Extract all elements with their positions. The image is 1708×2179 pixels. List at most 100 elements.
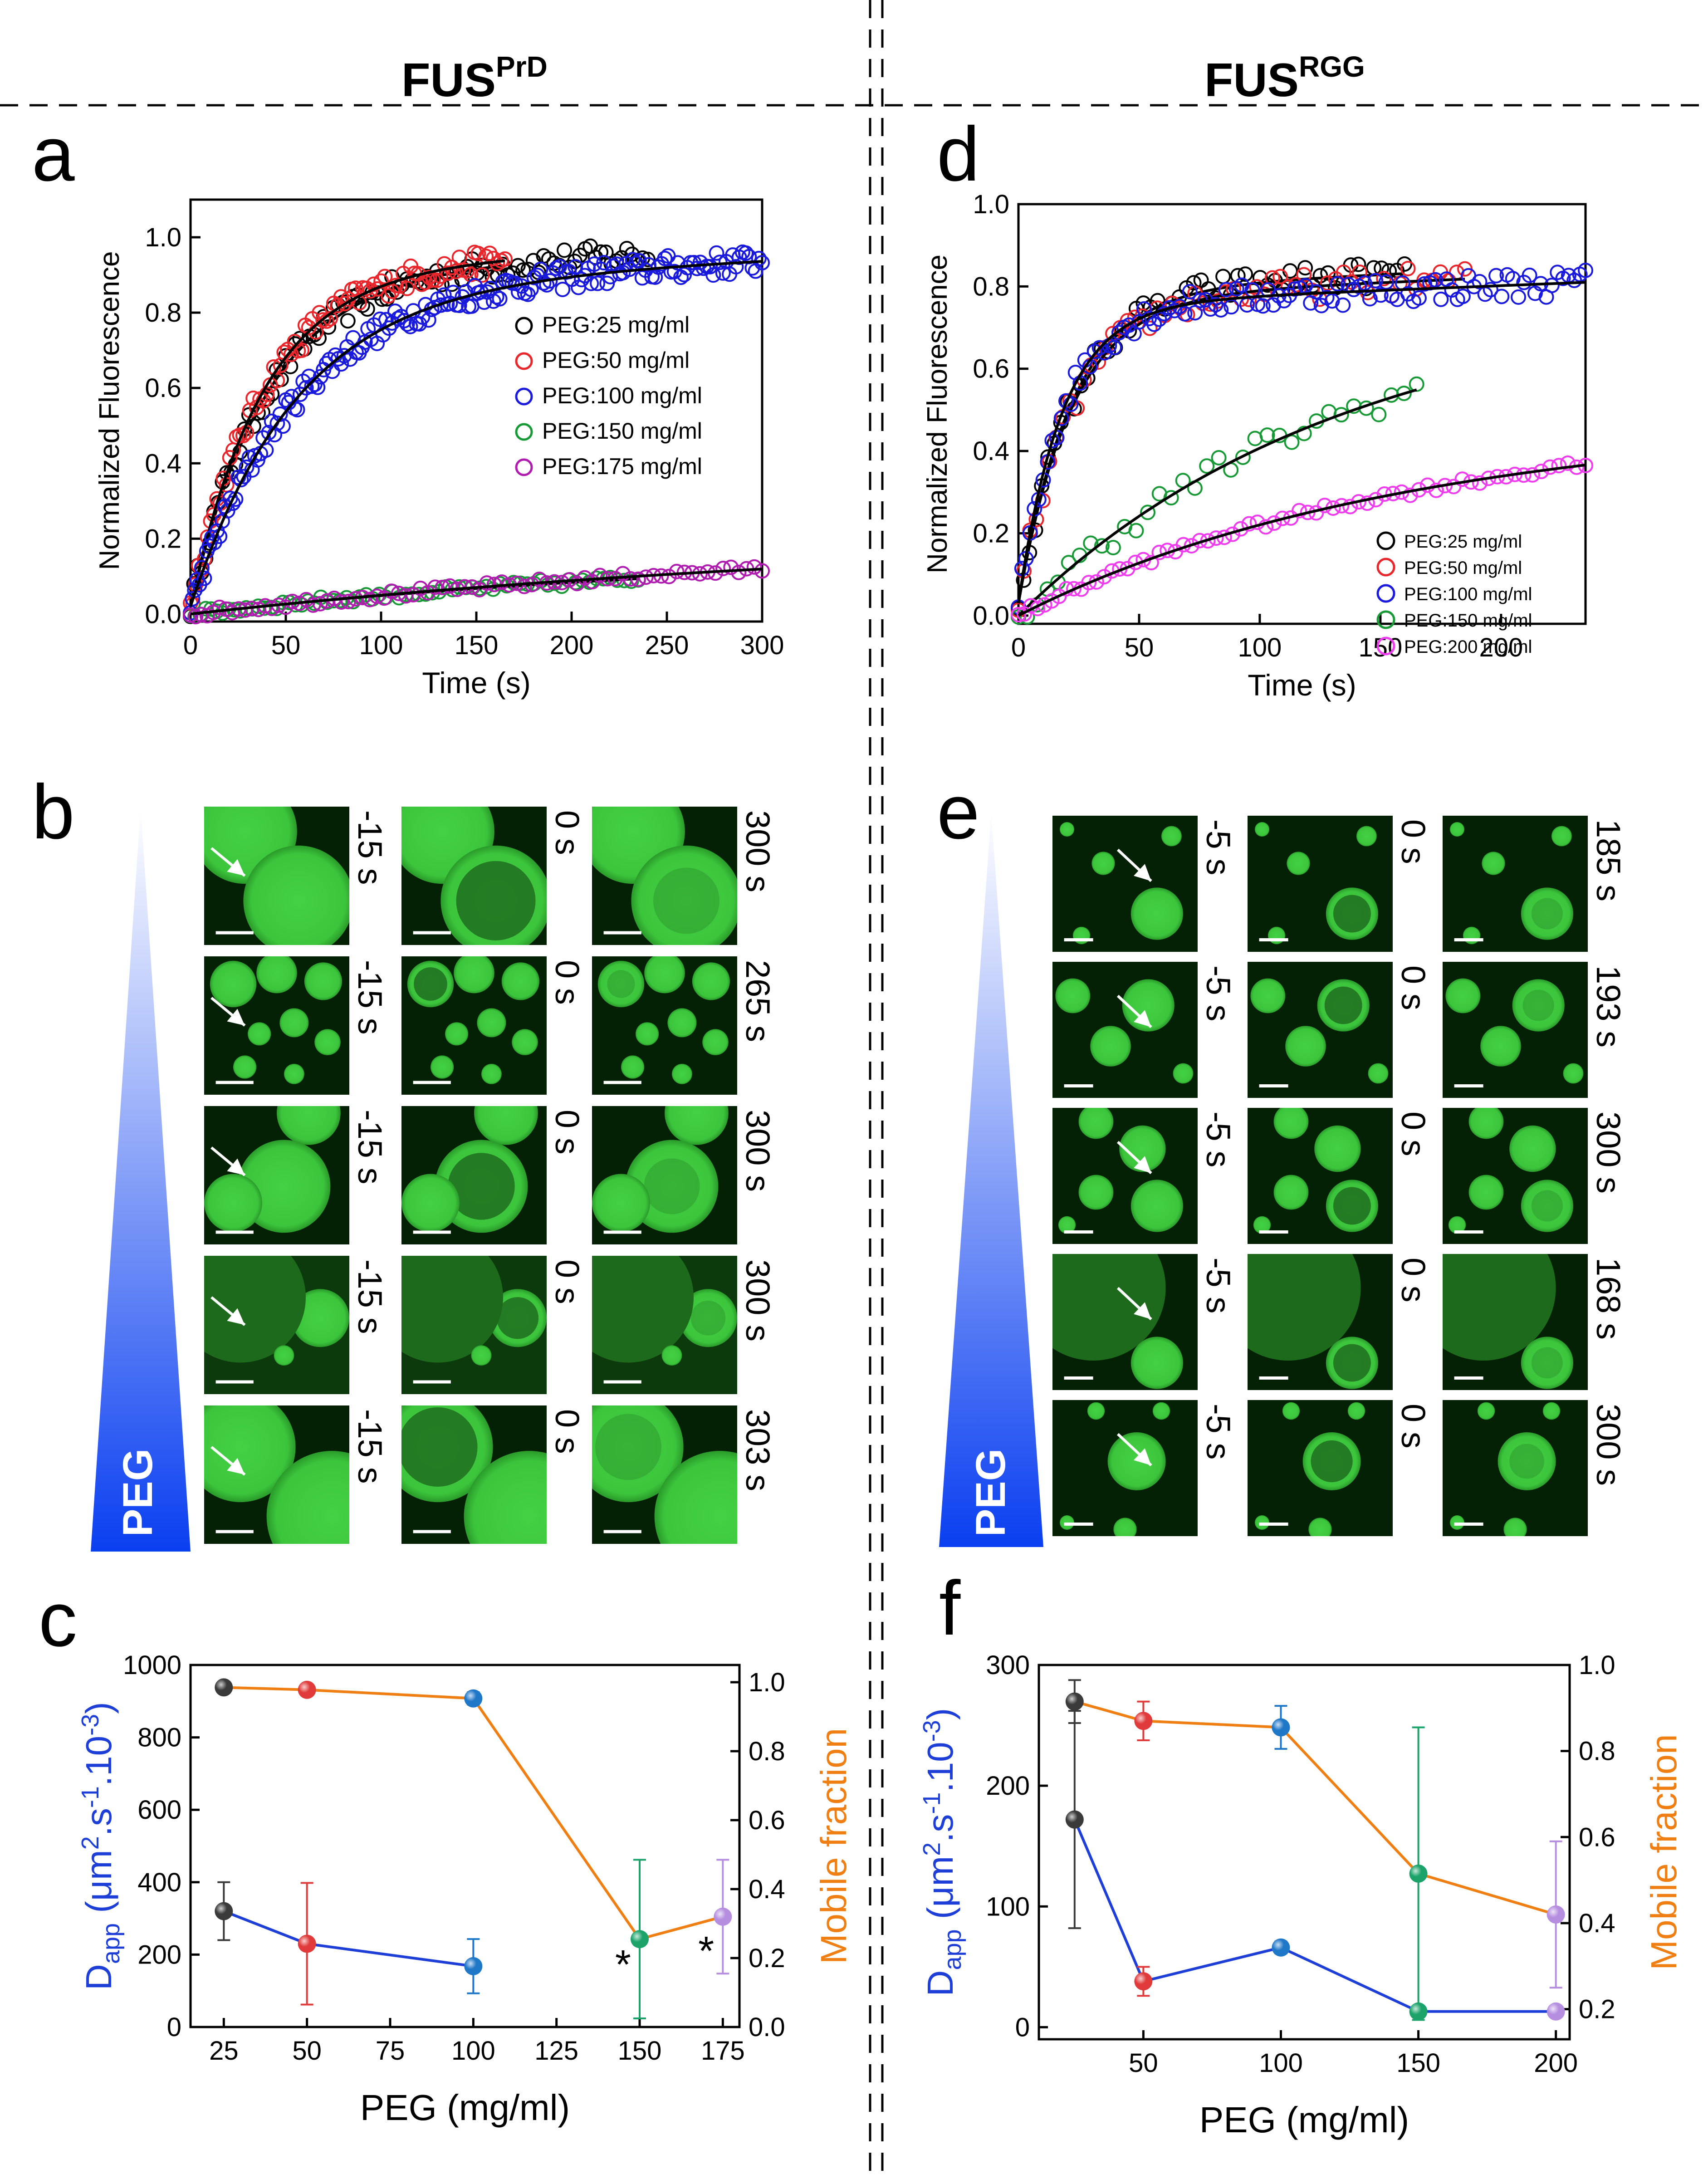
recovering-region bbox=[653, 867, 719, 934]
x-tick-label: 150 bbox=[1396, 2048, 1440, 2078]
data-point bbox=[1284, 434, 1300, 450]
scale-bar bbox=[1064, 1084, 1093, 1087]
x-tick-label: 50 bbox=[292, 2036, 322, 2066]
y-tick-label: 0.4 bbox=[145, 449, 181, 478]
micrograph bbox=[592, 956, 737, 1095]
y-left-label-part: D bbox=[78, 1964, 119, 1990]
recovering-region bbox=[690, 1300, 726, 1336]
legend-marker bbox=[515, 458, 533, 476]
data-point bbox=[1143, 555, 1159, 571]
micrograph bbox=[1443, 1400, 1588, 1536]
data-point-shine bbox=[1272, 1718, 1290, 1737]
y-left-label-part: 2 bbox=[918, 1842, 945, 1856]
micrograph bbox=[1443, 1108, 1588, 1244]
data-point bbox=[362, 592, 378, 607]
chart-c: 25 50 75 100 125 150 175 0 200 400 600 800 1000 0.0 0.… bbox=[77, 1650, 854, 2128]
y-left-label-part: .s bbox=[78, 1808, 119, 1836]
x-axis-label: Time (s) bbox=[1248, 668, 1356, 702]
scale-bar bbox=[215, 931, 254, 935]
micrograph bbox=[204, 1405, 349, 1544]
droplet bbox=[1463, 926, 1481, 945]
data-point bbox=[1511, 289, 1527, 305]
time-label: -5 s bbox=[1199, 1404, 1237, 1459]
data-point bbox=[1483, 282, 1498, 298]
time-label: 0 s bbox=[1395, 1112, 1432, 1156]
dapp-series bbox=[1065, 1710, 1565, 2021]
data-point bbox=[741, 249, 757, 264]
y-axis-label: Normalized Fluorescence bbox=[94, 251, 125, 570]
data-point bbox=[515, 262, 531, 278]
data-point bbox=[474, 267, 490, 283]
data-point bbox=[196, 570, 212, 586]
droplet bbox=[233, 1055, 257, 1079]
droplet bbox=[401, 1256, 503, 1363]
data-point bbox=[1011, 607, 1026, 622]
panel-label-c: c bbox=[39, 1577, 77, 1663]
legend-label: PEG:175 mg/ml bbox=[542, 454, 702, 479]
recovering-region bbox=[1531, 898, 1563, 930]
droplet bbox=[464, 1451, 547, 1544]
data-point bbox=[1433, 291, 1449, 307]
time-label: 185 s bbox=[1590, 819, 1627, 901]
data-point bbox=[429, 272, 445, 288]
series-5 bbox=[183, 559, 770, 625]
data-point bbox=[1320, 275, 1336, 291]
time-label: 0 s bbox=[548, 810, 586, 855]
scale-bar bbox=[215, 1380, 254, 1384]
data-point bbox=[333, 594, 349, 610]
droplet bbox=[1058, 1216, 1076, 1234]
scale-bar bbox=[413, 1081, 451, 1084]
data-point bbox=[476, 294, 492, 310]
legend-marker bbox=[1376, 610, 1395, 629]
droplet bbox=[1119, 1125, 1166, 1172]
data-point bbox=[298, 380, 314, 396]
data-point bbox=[1297, 260, 1313, 276]
data-point bbox=[630, 571, 646, 587]
mobile-fraction-series bbox=[1065, 1679, 1565, 2021]
y-tick-label: 1.0 bbox=[145, 223, 181, 252]
data-point bbox=[647, 269, 663, 285]
droplet bbox=[1443, 1254, 1556, 1361]
data-point bbox=[347, 280, 363, 296]
time-label: 0 s bbox=[1395, 1404, 1432, 1449]
data-point-shine bbox=[1546, 2002, 1565, 2021]
arrow-head bbox=[227, 1458, 245, 1475]
bleached-region bbox=[1324, 986, 1362, 1024]
droplet bbox=[1368, 1063, 1389, 1084]
micrograph bbox=[1248, 1400, 1393, 1536]
data-point bbox=[1400, 260, 1416, 276]
y-right-tick-label: 0.6 bbox=[1579, 1822, 1615, 1852]
micrograph bbox=[1443, 816, 1588, 952]
data-point bbox=[1409, 376, 1424, 392]
micrograph bbox=[401, 1256, 547, 1394]
droplet bbox=[1503, 1518, 1527, 1536]
fit-line bbox=[189, 264, 505, 607]
panel-label-b: b bbox=[32, 769, 75, 855]
y-left-tick-label: 0 bbox=[1015, 2013, 1030, 2042]
data-point bbox=[1146, 316, 1162, 332]
recovering-region bbox=[607, 970, 635, 998]
data-point bbox=[577, 570, 592, 586]
legend-marker bbox=[515, 317, 533, 335]
y-left-label-part: (μm bbox=[920, 1856, 960, 1929]
y-right-tick-label: 0.0 bbox=[749, 2013, 785, 2042]
data-point-shine bbox=[714, 1907, 732, 1926]
legend-marker bbox=[1376, 637, 1395, 656]
droplet bbox=[1450, 822, 1464, 837]
data-point bbox=[1235, 449, 1251, 465]
scale-bar bbox=[1064, 1523, 1093, 1526]
data-point bbox=[1121, 317, 1137, 333]
data-point bbox=[451, 250, 467, 265]
data-point bbox=[1428, 272, 1444, 288]
droplet bbox=[1563, 1063, 1584, 1084]
droplet bbox=[477, 1008, 506, 1038]
y-left-tick-label: 800 bbox=[137, 1723, 181, 1753]
droplet bbox=[667, 1008, 697, 1038]
series-2 bbox=[1011, 260, 1473, 618]
scale-bar bbox=[413, 931, 451, 935]
data-point bbox=[485, 250, 501, 266]
micrograph bbox=[1052, 1254, 1198, 1390]
micrograph bbox=[401, 1106, 547, 1244]
droplet bbox=[692, 962, 730, 1000]
